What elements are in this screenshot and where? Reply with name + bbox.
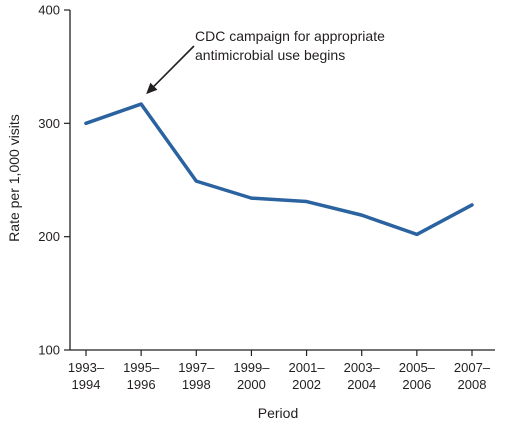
annotation-line-2: antimicrobial use begins xyxy=(195,47,345,63)
annotation: CDC campaign for appropriate antimicrobi… xyxy=(146,28,385,95)
data-point xyxy=(470,203,474,207)
x-tick-label: 2003– 2004 xyxy=(344,360,381,392)
x-tick-label: 1993– 1994 xyxy=(68,360,105,392)
data-point xyxy=(194,179,198,183)
annotation-arrow xyxy=(153,45,195,87)
y-tick-label: 100 xyxy=(38,343,60,358)
x-tick-label: 2001– 2002 xyxy=(288,360,325,392)
data-point xyxy=(84,121,88,125)
series-line xyxy=(84,102,474,237)
data-point xyxy=(360,213,364,217)
x-axis-title: Period xyxy=(258,405,298,421)
x-tick-label: 1997– 1998 xyxy=(178,360,215,392)
y-tick-label: 300 xyxy=(38,116,60,131)
annotation-line-1: CDC campaign for appropriate xyxy=(195,28,385,44)
data-point xyxy=(249,196,254,200)
x-tick-label: 1995– 1996 xyxy=(123,360,160,392)
y-tick-label: 200 xyxy=(38,229,60,244)
data-point xyxy=(304,199,309,204)
x-axis-ticks: 1993– 1994 1995– 1996 1997– 1998 1999– 2000 2001… xyxy=(68,350,491,392)
x-tick-label: 2007– 2008 xyxy=(454,360,491,392)
series-layer xyxy=(84,102,474,237)
x-tick-label: 2005– 2006 xyxy=(399,360,436,392)
y-axis-title: Rate per 1,000 visits xyxy=(6,114,22,242)
annotation-arrow-head xyxy=(146,82,158,95)
y-tick-label: 400 xyxy=(38,3,60,18)
data-point xyxy=(415,232,419,236)
y-axis-ticks: 100 200 300 400 xyxy=(38,3,70,358)
x-tick-label: 1999– 2000 xyxy=(233,360,270,392)
data-point xyxy=(139,102,143,106)
